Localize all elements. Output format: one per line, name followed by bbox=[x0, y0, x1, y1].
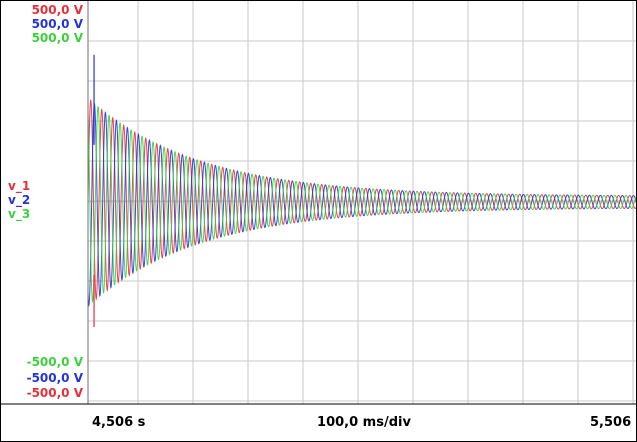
time-start-label: 4,506 s bbox=[92, 415, 146, 430]
scale-bottom-v1: -500,0 V bbox=[27, 386, 84, 400]
channel-label-v2: v_2 bbox=[8, 193, 30, 208]
scale-top-v3: 500,0 V bbox=[32, 31, 84, 45]
grid-lines bbox=[88, 0, 637, 404]
channel-label-v1: v_1 bbox=[8, 179, 30, 194]
scale-top-v1: 500,0 V bbox=[32, 3, 84, 17]
channel-label-v3: v_3 bbox=[8, 207, 30, 222]
scale-bottom-v3: -500,0 V bbox=[27, 355, 84, 369]
scale-bottom-v2: -500,0 V bbox=[27, 371, 84, 385]
time-end-label: 5,506 s bbox=[590, 415, 637, 430]
time-division-label: 100,0 ms/div bbox=[317, 415, 411, 430]
scale-top-v2: 500,0 V bbox=[32, 17, 84, 31]
